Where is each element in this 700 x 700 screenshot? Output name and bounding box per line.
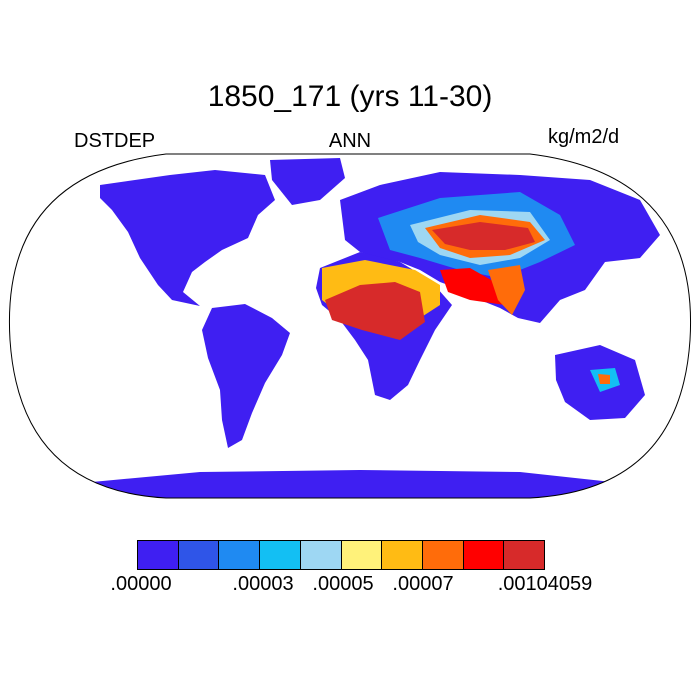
- colorbar-segment: [382, 541, 423, 569]
- colorbar-segment: [260, 541, 301, 569]
- south-america-landmass: [202, 304, 290, 448]
- colorbar-segment: [300, 541, 342, 569]
- colorbar-segment: [504, 541, 545, 569]
- colorbar-tick-label: .00007: [392, 573, 454, 595]
- colorbar-segment: [422, 541, 464, 569]
- antarctica-landmass: [9, 470, 691, 498]
- greenland-landmass: [270, 158, 345, 205]
- colorbar-tick-label: .00104059: [497, 573, 593, 595]
- colorbar-segment: [219, 541, 261, 569]
- map-title: 1850_171 (yrs 11-30): [207, 80, 493, 113]
- units-label: kg/m2/d: [548, 126, 620, 148]
- india-dust-band: [488, 265, 525, 315]
- australia-hotspot: [598, 374, 610, 384]
- variable-label: DSTDEP: [74, 130, 156, 152]
- colorbar-tick-label: .00000: [110, 573, 172, 595]
- central-asia-max-band: [432, 222, 535, 250]
- colorbar-segment: [178, 541, 220, 569]
- colorbar-segment: [341, 541, 383, 569]
- colorbar: [137, 540, 545, 570]
- sahara-max-band: [325, 282, 425, 340]
- north-america-landmass: [100, 170, 275, 306]
- colorbar-segment: [138, 541, 179, 569]
- season-label: ANN: [328, 130, 372, 152]
- colorbar-tick-label: .00003: [232, 573, 294, 595]
- colorbar-segment: [463, 541, 505, 569]
- globe-outline: [8, 153, 692, 499]
- colorbar-tick-label: .00005: [312, 573, 374, 595]
- arabia-dust-band: [440, 268, 505, 305]
